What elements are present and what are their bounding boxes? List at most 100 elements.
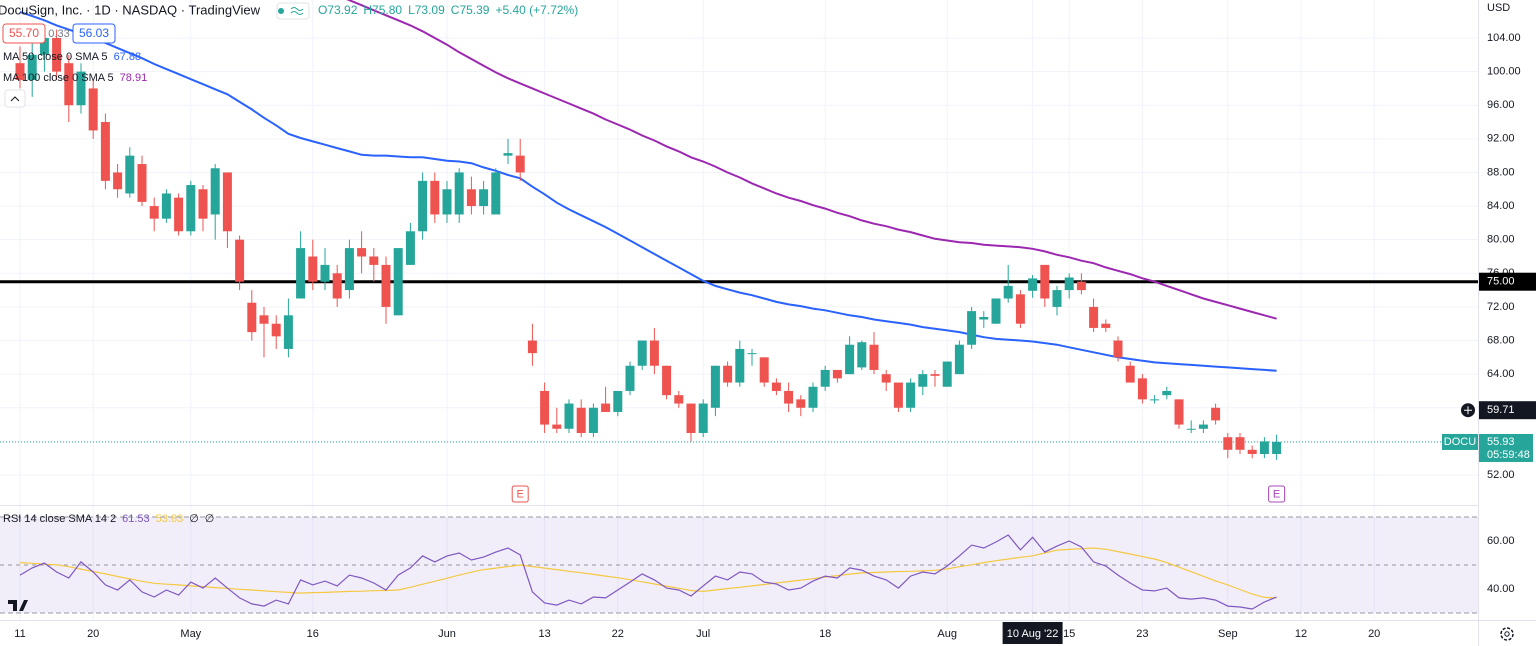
candle-body <box>174 197 184 232</box>
rsi-line <box>19 534 1277 610</box>
candle-body <box>710 365 720 408</box>
x-tick-label: 15 <box>1063 628 1075 640</box>
candle-body <box>637 340 647 366</box>
candle-body <box>1186 428 1196 430</box>
logo-mark <box>8 600 28 611</box>
crosshair-price: 59.71 <box>1487 404 1515 416</box>
candle-body <box>491 172 501 215</box>
crosshair-date: 10 Aug '22 <box>1007 628 1059 640</box>
candle-body <box>954 344 964 375</box>
y-tick-label: 88.00 <box>1487 166 1515 178</box>
event-marker <box>511 485 529 503</box>
candle-body <box>1272 441 1282 454</box>
candle-body <box>527 340 537 354</box>
candle-body <box>515 155 525 173</box>
candle-body <box>906 382 916 408</box>
candle-body <box>808 386 818 408</box>
candle-body <box>76 71 86 106</box>
tv-logo <box>8 600 28 611</box>
candle-body <box>1162 390 1172 396</box>
x-tick-label: Aug <box>937 628 957 640</box>
x-tick-label: 22 <box>612 628 624 640</box>
candle-body <box>1125 365 1135 383</box>
candle-body <box>576 407 586 433</box>
candle-body <box>283 315 293 349</box>
last-price: 55.93 <box>1487 436 1515 448</box>
ohlc-value: H75.80 <box>363 3 402 17</box>
candle-body <box>161 193 171 219</box>
candle-body <box>479 189 489 207</box>
candle-body <box>1150 399 1160 401</box>
buy-price[interactable]: 56.03 <box>79 26 109 40</box>
gear-center[interactable] <box>1504 631 1510 637</box>
candle-body <box>247 302 257 333</box>
candle-body <box>454 172 464 215</box>
x-tick-label: 11 <box>14 628 25 640</box>
candle-body <box>845 344 855 375</box>
price-axis <box>1478 0 1536 646</box>
candle-body <box>466 189 476 207</box>
candle-body <box>259 315 269 324</box>
candle-body <box>552 424 562 429</box>
collapse-button[interactable] <box>4 89 26 108</box>
candle-body <box>918 374 928 387</box>
rsi-tick-label: 60.00 <box>1487 535 1515 547</box>
x-tick-label: 18 <box>819 628 831 640</box>
ma-legend-value: 78.91 <box>120 72 148 84</box>
candle-body <box>625 365 635 391</box>
candle-body <box>1064 277 1074 291</box>
candle-body <box>771 382 781 391</box>
candle-body <box>405 231 415 265</box>
candle-body <box>723 365 733 383</box>
candle-body <box>1259 441 1269 454</box>
candle-body <box>430 180 440 215</box>
candle-body <box>27 54 37 81</box>
candle-body <box>1223 437 1233 450</box>
candle-body <box>222 172 232 232</box>
sell-price[interactable]: 55.70 <box>9 26 39 40</box>
status-icon <box>290 7 304 15</box>
rsi-legend-empty: ∅ <box>189 513 199 525</box>
candle-body <box>344 248 354 291</box>
rsi-pane <box>0 516 1478 614</box>
rsi-legend-empty: ∅ <box>205 513 215 525</box>
candle-body <box>198 189 208 219</box>
y-tick-label: 84.00 <box>1487 200 1515 212</box>
candle-body <box>881 374 891 383</box>
x-tick-label: 20 <box>1368 628 1380 640</box>
currency-label: USD <box>1487 2 1510 14</box>
candle-body <box>52 37 62 72</box>
candle-body <box>210 168 220 215</box>
y-tick-label: 64.00 <box>1487 368 1515 380</box>
hline-label: 75.00 <box>1487 276 1515 288</box>
candle-body <box>442 189 452 215</box>
gear[interactable] <box>1500 627 1514 641</box>
candle-body <box>967 311 977 345</box>
countdown: 05:59:48 <box>1487 449 1530 461</box>
x-tick-label: 12 <box>1295 628 1307 640</box>
sell-button[interactable] <box>2 23 46 44</box>
candle-body <box>271 323 281 337</box>
candle-body <box>869 344 879 370</box>
buy-button[interactable] <box>72 23 116 44</box>
moving-average <box>19 10 1277 372</box>
candle-body <box>1174 399 1184 425</box>
candle-body <box>601 403 611 412</box>
candle-body <box>503 153 513 156</box>
candle-body <box>88 88 98 131</box>
candle-body <box>357 248 367 257</box>
candle-body <box>137 164 147 202</box>
axes: 52.0056.0060.0064.0068.0072.0076.0080.00… <box>14 2 1536 644</box>
candle-body <box>369 256 379 265</box>
x-tick-label: Sep <box>1218 628 1238 640</box>
candle-body <box>393 248 403 316</box>
candle-body <box>1015 294 1025 324</box>
y-tick-label: 96.00 <box>1487 99 1515 111</box>
candle-body <box>1003 285 1013 299</box>
ohlc-value: O73.92 <box>318 3 358 17</box>
x-tick-label: 16 <box>307 628 319 640</box>
settings-button[interactable] <box>1500 627 1514 641</box>
symbol-label: DOCU <box>1444 436 1476 448</box>
